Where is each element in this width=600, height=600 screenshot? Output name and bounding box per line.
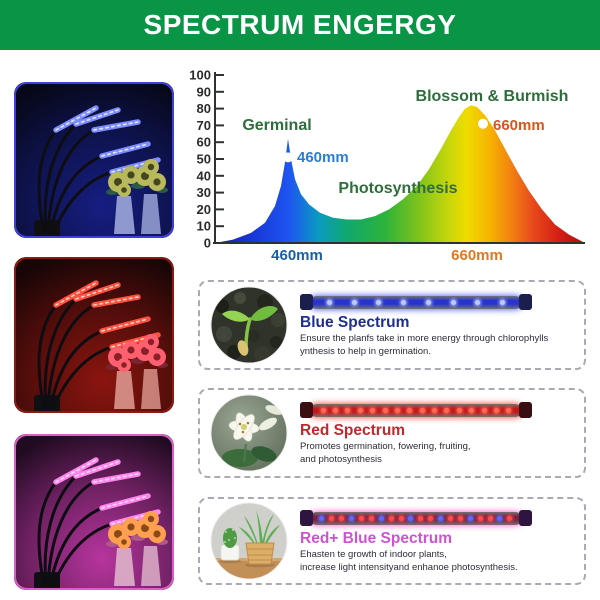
succulents-photo (210, 502, 288, 580)
svg-text:0: 0 (204, 236, 211, 251)
svg-text:90: 90 (197, 84, 211, 99)
svg-text:80: 80 (197, 101, 211, 116)
svg-text:20: 20 (197, 202, 211, 217)
led-bar-tube (310, 511, 522, 525)
svg-text:460mm: 460mm (297, 149, 349, 166)
led-bar-tube (310, 403, 522, 417)
card-title: Red Spectrum (300, 422, 406, 440)
svg-text:Photosynthesis: Photosynthesis (338, 180, 457, 197)
card-red-spectrum: Red Spectrum Promotes germination, fower… (198, 388, 586, 478)
blue-led-bar (300, 293, 532, 311)
card-red-blue-spectrum: Red+ Blue Spectrum Ehasten te growth of … (198, 497, 586, 585)
red-blue-led-bar (300, 509, 532, 527)
svg-text:70: 70 (197, 118, 211, 133)
spectrum-chart: 0 10 20 30 40 50 60 70 80 90 100 Germinal 460mm Photo… (185, 68, 597, 268)
led-bar-cap (300, 294, 313, 311)
lily-photo-image (210, 394, 288, 472)
seedling-photo (210, 286, 288, 364)
card-blue-spectrum: Blue Spectrum Ensure the planfs take in … (198, 280, 586, 370)
seedling-photo-image (210, 286, 288, 364)
card-title: Red+ Blue Spectrum (300, 530, 453, 548)
photo-red-grow-light (14, 257, 174, 413)
lily-photo (210, 394, 288, 472)
svg-text:40: 40 (197, 168, 211, 183)
page-title: SPECTRUM ENGERGY (143, 9, 457, 40)
svg-text:660mm: 660mm (451, 247, 503, 264)
led-bar-cap (519, 294, 532, 311)
photo-blue-grow-light (14, 82, 174, 238)
led-bar-cap (519, 402, 532, 419)
svg-text:50: 50 (197, 152, 211, 167)
svg-text:460mm: 460mm (271, 247, 323, 264)
svg-text:30: 30 (197, 185, 211, 200)
svg-text:660mm: 660mm (493, 117, 545, 134)
red-led-bar (300, 401, 532, 419)
svg-text:10: 10 (197, 219, 211, 234)
succulents-photo-image (210, 502, 288, 580)
led-bar-cap (300, 402, 313, 419)
card-description: Ensure the planfs take in more energy th… (300, 333, 549, 357)
svg-text:Blossom & Burmish: Blossom & Burmish (416, 88, 569, 105)
led-bar-cap (300, 510, 313, 527)
led-bar-cap (519, 510, 532, 527)
card-title: Blue Spectrum (300, 314, 410, 332)
card-description: Promotes germination, fowering, fruiting… (300, 441, 471, 465)
card-description: Ehasten te growth of indoor plants, incr… (300, 549, 518, 573)
photo-pink-grow-light (14, 434, 174, 590)
banner: SPECTRUM ENGERGY (0, 0, 600, 50)
svg-text:100: 100 (189, 68, 211, 83)
svg-text:Germinal: Germinal (242, 117, 311, 134)
led-bar-tube (310, 295, 522, 309)
svg-text:60: 60 (197, 135, 211, 150)
